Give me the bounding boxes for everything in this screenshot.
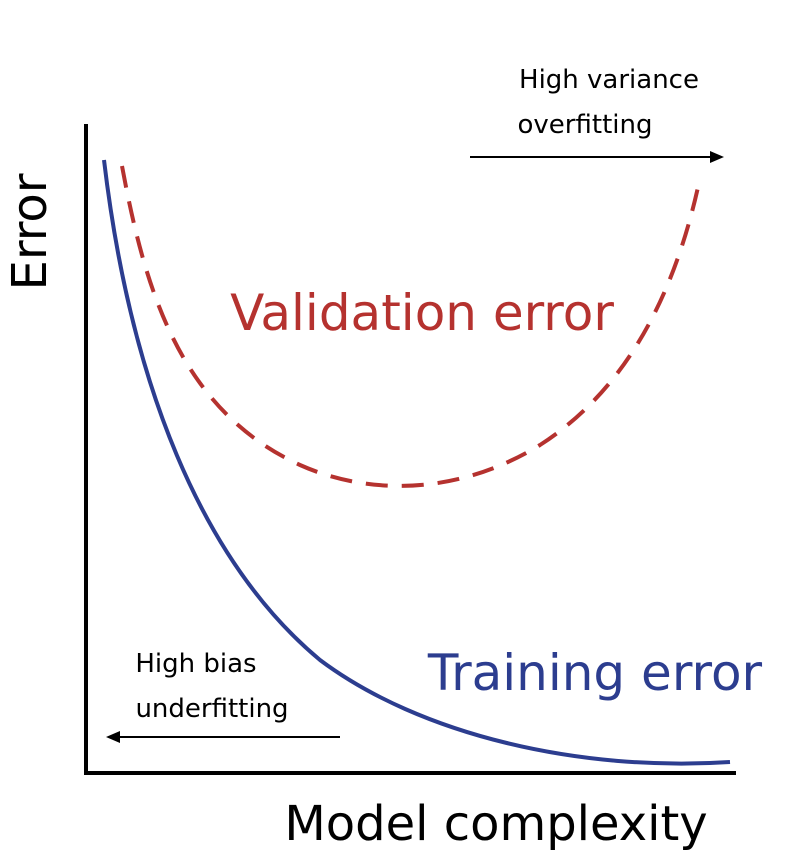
right-arrow-icon	[470, 151, 724, 163]
training-error-curve	[102, 159, 731, 766]
underfit-note-line1: High bias	[135, 649, 256, 679]
overfit-note-line1: High variance	[519, 65, 699, 95]
underfit-note-line2: underfitting	[135, 694, 288, 724]
validation-error-label: Validation error	[230, 284, 614, 342]
training-error-label: Training error	[427, 644, 763, 702]
overfit-note-line2: overfitting	[518, 110, 653, 140]
left-arrow-icon	[106, 731, 340, 743]
y-axis-label: Error	[2, 173, 58, 290]
x-axis-label: Model complexity	[284, 796, 707, 852]
